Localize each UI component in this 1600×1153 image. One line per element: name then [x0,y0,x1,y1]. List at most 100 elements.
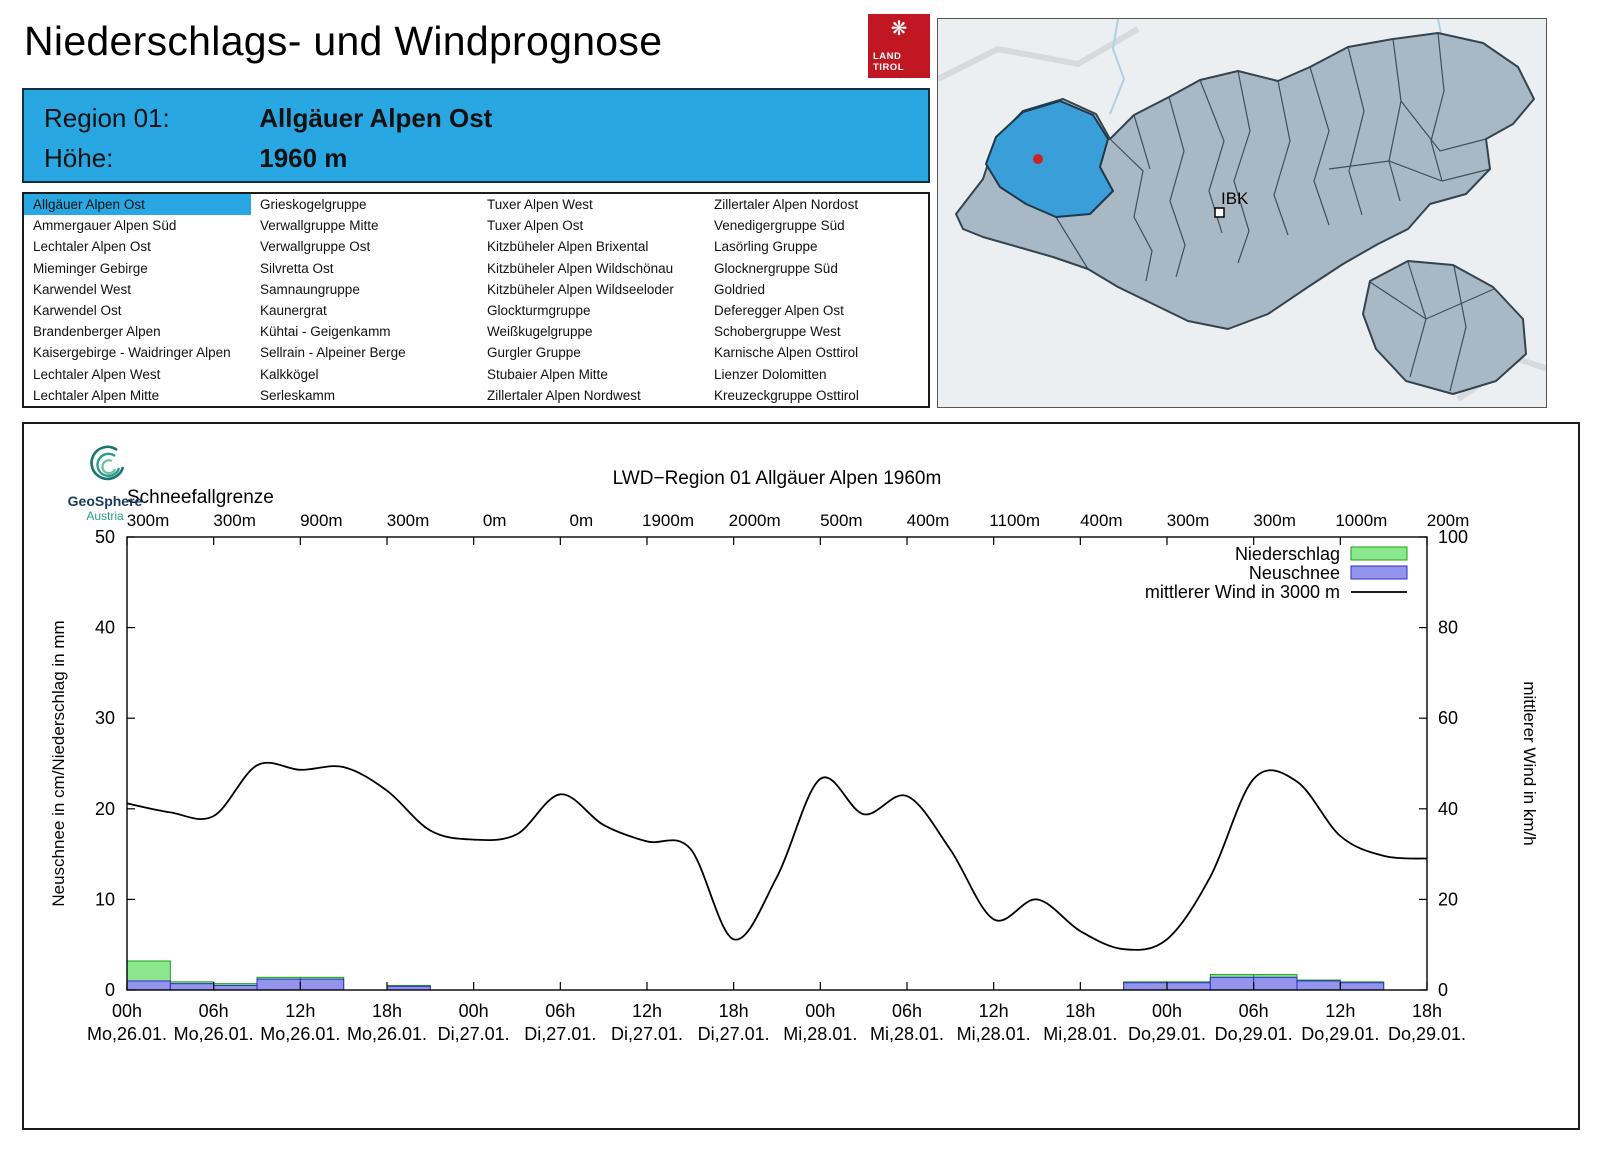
map-ibk-label: IBK [1221,189,1249,208]
region-list-item[interactable]: Verwallgruppe Mitte [260,218,379,234]
region-list-item[interactable]: Kreuzeckgruppe Osttirol [714,387,859,403]
region-column-1: Allgäuer Alpen Ost Ammergauer Alpen Süd Le… [24,194,251,406]
region-list-item[interactable]: Serleskamm [260,387,336,403]
region-list-item[interactable]: Ammergauer Alpen Süd [33,218,177,234]
svg-text:500m: 500m [820,511,863,530]
svg-text:Di,27.01.: Di,27.01. [438,1024,510,1044]
region-list-item[interactable]: Brandenberger Alpen [33,324,161,340]
geosphere-sub: Austria [86,509,124,523]
region-list-item[interactable]: Karwendel West [33,281,132,297]
svg-text:00h: 00h [805,1001,835,1021]
svg-text:Do,29.01.: Do,29.01. [1215,1024,1293,1044]
svg-text:900m: 900m [300,511,343,530]
region-list-item[interactable]: Allgäuer Alpen Ost [24,194,251,216]
region-label: Region 01: [44,103,170,133]
region-list-item[interactable]: Glockturmgruppe [487,302,591,318]
region-list-item[interactable]: Lechtaler Alpen Mitte [33,387,160,403]
svg-text:Mo,26.01.: Mo,26.01. [260,1024,340,1044]
tirol-eagle-icon: ❋ [890,18,908,40]
region-list-item[interactable]: Deferegger Alpen Ost [714,302,844,318]
svg-text:mittlerer Wind in 3000 m: mittlerer Wind in 3000 m [1145,582,1340,602]
region-list-item[interactable]: Karwendel Ost [33,302,122,318]
region-list-item[interactable]: Sellrain - Alpeiner Berge [260,345,406,361]
svg-text:1900m: 1900m [642,511,694,530]
svg-text:300m: 300m [1167,511,1210,530]
region-list-item[interactable]: Stubaier Alpen Mitte [487,366,608,382]
region-list-item[interactable]: Lienzer Dolomitten [714,366,827,382]
region-value: Allgäuer Alpen Ost [259,103,493,133]
svg-text:1000m: 1000m [1335,511,1387,530]
svg-text:Do,29.01.: Do,29.01. [1128,1024,1206,1044]
map-river [1109,19,1126,115]
region-column-3: Tuxer Alpen West Tuxer Alpen Ost Kitzbühel… [478,194,705,406]
svg-text:40: 40 [95,618,115,638]
svg-text:60: 60 [1438,708,1458,728]
region-list-item[interactable]: Venedigergruppe Süd [714,218,845,234]
svg-text:300m: 300m [127,511,170,530]
region-list-item[interactable]: Kühtai - Geigenkamm [260,324,391,340]
svg-text:Do,29.01.: Do,29.01. [1388,1024,1466,1044]
svg-text:00h: 00h [1152,1001,1182,1021]
forecast-chart: 00hMo,26.01.300m06hMo,26.01.300m12hMo,26… [49,468,1539,1044]
altitude-label: Höhe: [44,143,114,173]
region-list-item[interactable]: Kaunergrat [260,302,327,318]
region-list-item[interactable]: Zillertaler Alpen Nordwest [487,387,641,403]
region-list-item[interactable]: Tuxer Alpen Ost [487,218,584,234]
region-list-item[interactable]: Kitzbüheler Alpen Wildseeloder [487,281,674,297]
svg-text:Mo,26.01.: Mo,26.01. [174,1024,254,1044]
map-terrain-decor [938,26,1140,82]
region-list-item[interactable]: Zillertaler Alpen Nordost [714,197,859,212]
region-list-item[interactable]: Kitzbüheler Alpen Brixental [487,239,649,255]
badge-line2: TIROL [873,62,904,73]
svg-text:0m: 0m [570,511,594,530]
region-list-item[interactable]: Gurgler Gruppe [487,345,581,361]
region-list-item[interactable]: Lechtaler Alpen Ost [33,239,151,255]
svg-text:12h: 12h [632,1001,662,1021]
svg-text:12h: 12h [1325,1001,1355,1021]
tirol-region-map: IBK [937,18,1547,408]
page-title: Niederschlags- und Windprognose [24,18,663,64]
svg-text:12h: 12h [285,1001,315,1021]
svg-text:300m: 300m [213,511,256,530]
svg-text:0: 0 [1438,980,1448,1000]
svg-text:mittlerer Wind in km/h: mittlerer Wind in km/h [1520,681,1539,845]
region-list-item[interactable]: Mieminger Gebirge [33,260,148,276]
region-list-item[interactable]: Lechtaler Alpen West [33,366,161,382]
svg-text:00h: 00h [112,1001,142,1021]
svg-text:Niederschlag: Niederschlag [1235,544,1340,564]
svg-text:06h: 06h [199,1001,229,1021]
svg-text:Neuschnee: Neuschnee [1249,563,1340,583]
region-list-item[interactable]: Kaisergebirge - Waidringer Alpen [33,345,231,361]
region-selector-list: Allgäuer Alpen Ost Ammergauer Alpen Süd Le… [22,192,930,408]
region-column-4: Zillertaler Alpen Nordost Venedigergruppe… [705,194,932,406]
svg-text:Di,27.01.: Di,27.01. [611,1024,683,1044]
region-list-item[interactable]: Lasörling Gruppe [714,239,818,255]
region-list-item[interactable]: Verwallgruppe Ost [260,239,371,255]
svg-text:300m: 300m [1253,511,1296,530]
region-list-item[interactable]: Weißkugelgruppe [487,324,593,340]
region-list-item[interactable]: Tuxer Alpen West [487,197,593,212]
region-list-item[interactable]: Kalkkögel [260,366,319,382]
svg-text:18h: 18h [1412,1001,1442,1021]
region-list-item[interactable]: Kitzbüheler Alpen Wildschönau [487,260,674,276]
svg-text:Schneefallgrenze: Schneefallgrenze [127,487,274,508]
region-list-item[interactable]: Schobergruppe West [714,324,841,340]
region-list-item[interactable]: Karnische Alpen Osttirol [714,345,859,361]
svg-text:30: 30 [95,708,115,728]
svg-text:00h: 00h [459,1001,489,1021]
land-tirol-logo: ❋ LAND TIROL [868,14,930,78]
svg-text:1100m: 1100m [989,511,1040,530]
svg-text:Mo,26.01.: Mo,26.01. [347,1024,427,1044]
forecast-chart-panel: 00h Mo,26.01. 300m 06h Mo,26.01. 300m 12h Mo,26… [22,422,1580,1130]
svg-text:200m: 200m [1427,511,1470,530]
region-list-item[interactable]: Silvretta Ost [260,260,334,276]
region-list-item[interactable]: Glocknergruppe Süd [714,260,838,276]
region-list-item[interactable]: Samnaungruppe [260,281,360,297]
geosphere-logo: GeoSphere Austria [50,444,160,523]
region-list-item[interactable]: Goldried [714,281,766,297]
svg-text:300m: 300m [387,511,430,530]
svg-text:Mi,28.01.: Mi,28.01. [957,1024,1031,1044]
svg-text:Do,29.01.: Do,29.01. [1301,1024,1379,1044]
region-list-item[interactable]: Grieskogelgruppe [260,197,367,212]
svg-text:10: 10 [95,889,115,909]
